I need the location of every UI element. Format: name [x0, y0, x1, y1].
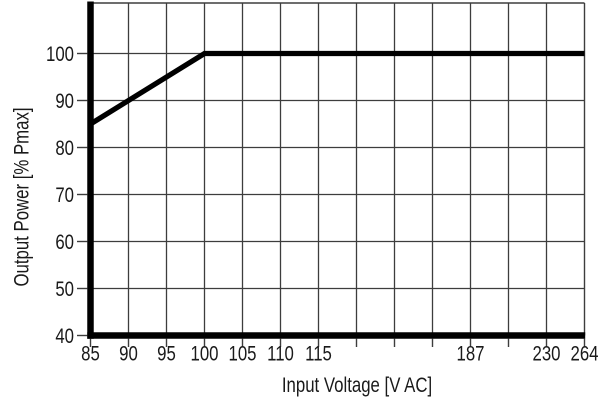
- y-tick-label: 60: [55, 231, 74, 254]
- y-tick-label: 100: [46, 43, 74, 66]
- y-tick-label: 50: [55, 278, 74, 301]
- x-axis-title: Input Voltage [V AC]: [282, 374, 432, 397]
- x-tick-label: 115: [305, 343, 332, 366]
- plot-area: 85 90 95 100 105 110 115 187 230 264 100 90 80 70 60 50…: [46, 1, 599, 366]
- x-tick-label: 264: [570, 343, 598, 366]
- y-tick-label: 90: [55, 90, 74, 113]
- x-tick-label: 105: [228, 343, 256, 366]
- x-tick-label: 85: [81, 343, 100, 366]
- x-tick-label: 187: [456, 343, 484, 366]
- series-output-power-derating: [89, 50, 585, 127]
- x-tick-label: 100: [190, 343, 218, 366]
- x-tick-label: 110: [267, 343, 294, 366]
- y-tick-label: 40: [55, 325, 74, 348]
- y-axis-title: Output Power [% Pmax]: [11, 107, 34, 286]
- y-tick-label: 80: [55, 137, 74, 160]
- x-tick-label: 90: [119, 343, 138, 366]
- x-tick-label: 230: [532, 343, 560, 366]
- y-tick-label: 70: [55, 184, 74, 207]
- x-tick-label: 95: [157, 343, 176, 366]
